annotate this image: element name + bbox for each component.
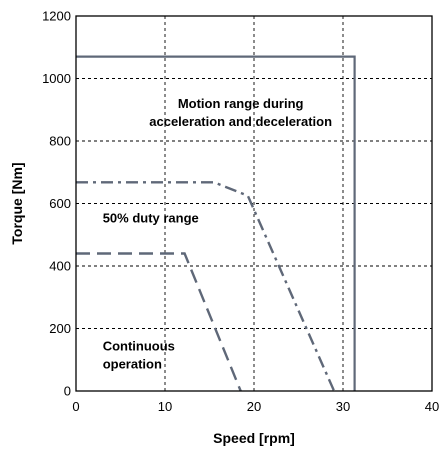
y-tick-label: 1000	[42, 71, 71, 86]
x-tick-label: 0	[72, 399, 79, 414]
y-tick-label: 200	[49, 321, 71, 336]
x-tick-label: 30	[336, 399, 350, 414]
y-tick-label: 1200	[42, 9, 71, 24]
y-tick-label: 400	[49, 259, 71, 274]
y-tick-label: 800	[49, 134, 71, 149]
region-label: Continuous operation	[103, 338, 175, 371]
region-label: Motion range during acceleration and dece…	[149, 96, 332, 129]
region-annotations: Motion range during acceleration and dece…	[103, 96, 332, 371]
x-tick-label: 40	[425, 399, 439, 414]
series-line-solid	[76, 55, 356, 391]
series-line-dash-dot	[76, 181, 336, 392]
series-group	[76, 55, 356, 392]
y-tick-label: 600	[49, 196, 71, 211]
x-tick-label: 10	[158, 399, 172, 414]
x-axis-title: Speed [rpm]	[213, 430, 295, 446]
grid	[76, 16, 432, 391]
plot-frame	[75, 15, 433, 392]
y-tick-label: 0	[64, 384, 71, 399]
y-axis-title: Torque [Nm]	[9, 162, 25, 244]
x-tick-label: 20	[247, 399, 261, 414]
region-label: 50% duty range	[103, 210, 199, 225]
series-line-dashed	[76, 252, 242, 392]
